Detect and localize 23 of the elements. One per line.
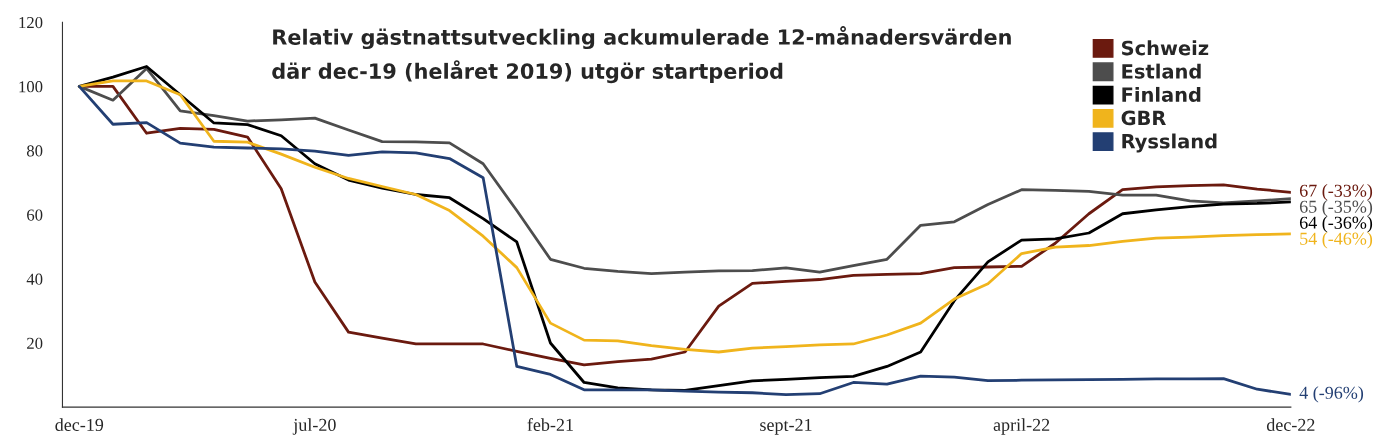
x-tick-label: dec-19 <box>55 418 104 431</box>
legend-label: Estland <box>1122 63 1201 79</box>
legend-label: Schweiz <box>1121 40 1209 56</box>
legend-label: Ryssland <box>1122 133 1217 153</box>
annotation: 64 (-36%) <box>1299 216 1373 233</box>
x-tick-label: jul-20 <box>292 418 336 435</box>
x-tick-label: sept-21 <box>760 418 812 435</box>
annotation: 67 (-33%) <box>1299 184 1373 201</box>
x-tick-label: dec-22 <box>1266 418 1315 431</box>
y-tick-label: 100 <box>19 81 43 93</box>
y-tick-label: 120 <box>19 16 43 29</box>
legend-label: Finland <box>1122 86 1201 102</box>
y-tick-label: 80 <box>26 145 43 157</box>
y-tick-label: 40 <box>26 273 43 285</box>
text: Relativ gästnattsutveckling ackumulerade 12-månadersvärden där dec-19 (helåret 2019) utgör startperiod <box>272 26 1011 84</box>
y-tick-label: 60 <box>27 209 43 221</box>
legend-label: GBR <box>1121 110 1166 126</box>
annotation: 65 (-35%) <box>1299 200 1373 217</box>
x-tick-label: april-22 <box>993 418 1050 435</box>
annotation: 4 (-96%) <box>1299 386 1364 403</box>
x-tick-label: feb-21 <box>527 418 573 431</box>
annotation: 54 (-46%) <box>1300 232 1373 249</box>
y-tick-label: 20 <box>27 337 43 349</box>
